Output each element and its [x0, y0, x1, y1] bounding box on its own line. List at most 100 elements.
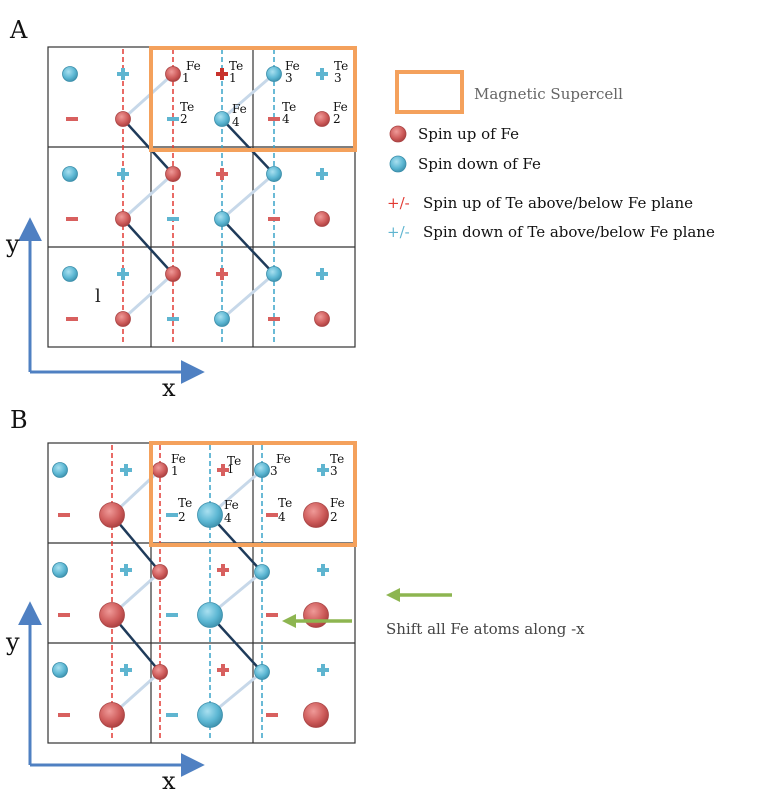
te-plus-site	[216, 68, 228, 80]
fe-spin-up-atom	[303, 602, 329, 628]
fe-spin-up-atom	[115, 111, 131, 127]
te-minus-site	[266, 713, 278, 717]
te-plus-site	[217, 464, 229, 476]
fe-spin-down-atom	[214, 311, 230, 327]
te-bar-vertical	[220, 68, 224, 80]
dark-bond	[122, 218, 174, 275]
label-b-te4-index: 4	[278, 510, 286, 524]
te-bar	[167, 317, 179, 321]
label-b-fe3: Fe	[276, 452, 291, 466]
te-bar-vertical	[320, 68, 324, 80]
label-b-fe4: Fe	[224, 498, 239, 512]
te-plus-site	[120, 564, 132, 576]
label-b-fe2: Fe	[330, 496, 345, 510]
te-bar-vertical	[121, 268, 125, 280]
te-bar	[268, 117, 280, 121]
label-fe2: Fe	[333, 100, 348, 114]
label-te4: Te	[282, 100, 296, 114]
te-bar-vertical	[321, 564, 325, 576]
te-plus-site	[217, 664, 229, 676]
label-te4-index: 4	[282, 112, 290, 126]
te-bar-vertical	[221, 464, 225, 476]
te-plus-site	[317, 564, 329, 576]
legend-spin-down-fe-text: Spin down of Fe	[418, 155, 541, 173]
light-bond	[121, 272, 175, 321]
label-te3-index: 3	[334, 71, 342, 85]
label-fe4-index: 4	[232, 115, 240, 129]
te-bar	[166, 613, 178, 617]
panel-a-label: A	[9, 16, 28, 44]
te-bar	[166, 513, 178, 517]
te-bar-vertical	[320, 268, 324, 280]
te-bar-vertical	[320, 168, 324, 180]
label-fe3: Fe	[285, 59, 300, 73]
fe-spin-down-atom	[197, 702, 223, 728]
te-minus-site	[166, 613, 178, 617]
te-bar	[266, 513, 278, 517]
light-bond	[221, 72, 275, 121]
panel-b-te-sites	[58, 464, 329, 717]
fe-spin-down-atom	[197, 502, 223, 528]
label-b-fe4-index: 4	[224, 511, 232, 525]
te-minus-site	[58, 713, 70, 717]
te-bar	[167, 117, 179, 121]
label-te2: Te	[180, 100, 194, 114]
panel-b-axes: y x	[5, 601, 205, 791]
te-bar	[66, 117, 78, 121]
fe-spin-up-atom	[314, 111, 330, 127]
te-bar	[58, 613, 70, 617]
shift-note: Shift all Fe atoms along -x	[386, 620, 585, 638]
fe-spin-down-atom	[214, 111, 230, 127]
te-bar	[268, 217, 280, 221]
te-plus-site	[317, 664, 329, 676]
te-minus-site	[266, 613, 278, 617]
panel-a: A Fe 1 Te 1 Fe 3 Te 3 Te 2 Fe 4 Te 4 Fe …	[5, 16, 357, 402]
te-minus-site	[58, 513, 70, 517]
fe-spin-up-atom	[115, 211, 131, 227]
dark-bond	[122, 118, 174, 175]
fe-spin-up-atom	[152, 664, 168, 680]
te-minus-site	[268, 117, 280, 121]
te-minus-site	[58, 613, 70, 617]
te-bar	[66, 217, 78, 221]
te-bar-vertical	[121, 68, 125, 80]
te-bar-vertical	[124, 664, 128, 676]
te-plus-site	[316, 168, 328, 180]
legend-spin-down-fe-icon	[389, 155, 407, 173]
panel-a-fe-atoms	[62, 66, 330, 327]
fe-spin-up-atom	[152, 462, 168, 478]
label-b-te3: Te	[330, 452, 344, 466]
panel-a-y-label: y	[5, 230, 20, 258]
legend-te-down-symbols: +/-	[387, 223, 410, 241]
fe-spin-down-atom	[52, 462, 68, 478]
panel-a-axes: y x	[5, 217, 205, 402]
te-bar	[167, 217, 179, 221]
fe-spin-up-atom	[115, 311, 131, 327]
te-bar-vertical	[220, 168, 224, 180]
fe-spin-down-atom	[214, 211, 230, 227]
fe-spin-down-atom	[52, 662, 68, 678]
label-fe2-index: 2	[333, 112, 341, 126]
label-te1: Te	[229, 59, 243, 73]
legend-supercell-text: Magnetic Supercell	[474, 85, 623, 103]
te-plus-site	[216, 168, 228, 180]
fe-spin-up-atom	[303, 502, 329, 528]
label-b-fe3-index: 3	[270, 464, 278, 478]
te-plus-site	[316, 68, 328, 80]
te-bar-vertical	[221, 564, 225, 576]
label-fe1: Fe	[186, 59, 201, 73]
te-minus-site	[66, 217, 78, 221]
fe-spin-down-atom	[197, 602, 223, 628]
fe-spin-down-atom	[266, 66, 282, 82]
te-minus-site	[66, 317, 78, 321]
label-b-fe1-index: 1	[171, 464, 179, 478]
label-fe1-index: 1	[182, 71, 190, 85]
label-te2-index: 2	[180, 112, 188, 126]
shift-indicator: Shift all Fe atoms along -x	[282, 588, 585, 638]
te-minus-site	[166, 513, 178, 517]
label-fe4: Fe	[232, 102, 247, 116]
te-minus-site	[268, 217, 280, 221]
te-bar	[266, 713, 278, 717]
te-plus-site	[217, 564, 229, 576]
